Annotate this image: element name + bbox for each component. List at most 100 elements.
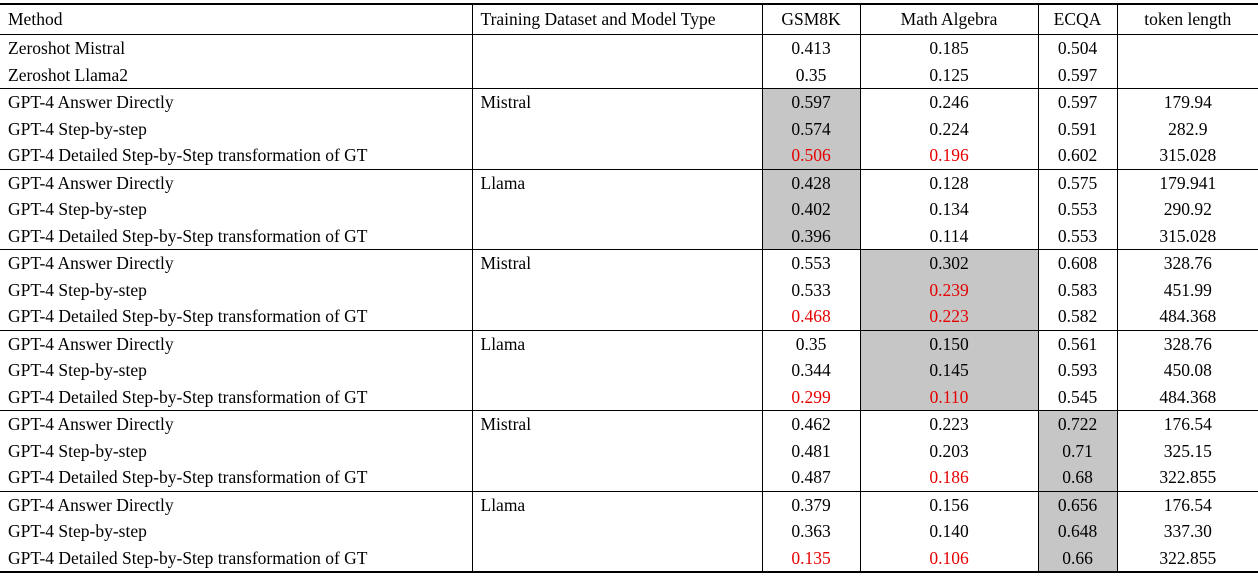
column-header-training-dataset: Training Dataset and Model Type [471,4,762,35]
table-cell: 0.593 [1037,357,1117,384]
table-cell: 328.76 [1116,330,1258,357]
table-cell: 0.185 [859,34,1038,62]
table-cell: Mistral [471,410,762,438]
table-cell: 0.487 [761,464,860,491]
table-cell: 0.602 [1037,142,1117,169]
table-cell: 0.582 [1037,303,1117,330]
table-body: Zeroshot Mistral 0.413 0.185 0.504 Zeroshot … [0,34,1258,572]
table-cell: 0.128 [859,169,1038,196]
table-cell: 0.481 [761,437,860,464]
table-cell: 0.545 [1037,383,1117,411]
table-cell: 322.855 [1116,464,1258,491]
table-cell: 0.396 [761,222,860,250]
table-cell: Mistral [471,249,762,277]
table-cell: GPT-4 Answer Directly [8,414,174,434]
table-cell [471,383,762,411]
table-cell: 0.106 [859,544,1038,572]
table-cell: GPT-4 Answer Directly [8,494,174,515]
table-cell: Zeroshot Mistral [8,38,126,58]
table-cell: Llama [471,491,762,518]
table-cell: GPT-4 Step-by-step [8,440,147,461]
table-cell [471,61,762,89]
table-cell: 0.150 [859,330,1038,357]
table-cell: GPT-4 Detailed Step-by-Step transformati… [8,225,368,246]
table-cell: GPT-4 Step-by-step [8,199,147,219]
table-row: GPT-4 Step-by-step 0.481 0.203 0.71 325.15 [0,437,1258,464]
table-cell: 315.028 [1116,222,1258,250]
table-row: GPT-4 Answer Directly Llama 0.379 0.156 0.65… [0,491,1258,518]
table-cell: 282.9 [1116,115,1258,142]
table-cell: 176.54 [1116,410,1258,438]
table-cell: 0.597 [1037,88,1117,116]
table-cell: 484.368 [1116,383,1258,411]
table-cell: 0.402 [761,196,860,223]
table-cell: 0.156 [859,491,1038,518]
table-cell [1116,34,1258,62]
table-row: Zeroshot Llama2 0.35 0.125 0.597 [0,61,1258,89]
table-cell: 0.66 [1037,544,1117,572]
table-cell [471,196,762,223]
table-cell: GPT-4 Step-by-step [8,279,147,300]
table-cell [471,437,762,464]
table-cell [471,34,762,62]
table-cell: 0.299 [761,383,860,411]
table-cell: 0.223 [859,303,1038,330]
table-row: GPT-4 Detailed Step-by-Step transformati… [0,222,1258,250]
table-cell: GPT-4 Answer Directly [8,92,174,112]
table-cell: 0.553 [761,249,860,277]
table-cell: 290.92 [1116,196,1258,223]
header-row: Method Training Dataset and Model Type G… [0,4,1258,35]
table-cell: 337.30 [1116,518,1258,545]
table-cell: 0.35 [761,330,860,357]
column-header-ecqa: ECQA [1037,4,1117,35]
table-cell: 0.468 [761,303,860,330]
table-cell: 0.722 [1037,410,1117,438]
table-row: GPT-4 Answer Directly Mistral 0.462 0.223 0.… [0,410,1258,438]
table-cell: 179.941 [1116,169,1258,196]
table-cell: 0.597 [1037,61,1117,89]
table-cell: 0.504 [1037,34,1117,62]
table-cell: 0.71 [1037,437,1117,464]
table-cell: GPT-4 Answer Directly [8,333,174,354]
table-cell: 0.553 [1037,222,1117,250]
table-cell: 0.186 [859,464,1038,491]
table-cell: 0.196 [859,142,1038,169]
table-cell: 451.99 [1116,276,1258,303]
table-cell: 0.135 [761,544,860,572]
table-cell: 0.413 [761,34,860,62]
table-cell: 484.368 [1116,303,1258,330]
table-cell: GPT-4 Answer Directly [8,253,174,273]
table-cell [471,357,762,384]
table-row: GPT-4 Detailed Step-by-Step transformati… [0,464,1258,491]
table-cell: 0.583 [1037,276,1117,303]
table-row: GPT-4 Answer Directly Mistral 0.597 0.246 0.… [0,88,1258,116]
table-cell: 0.35 [761,61,860,89]
table-row: GPT-4 Detailed Step-by-Step transformati… [0,383,1258,411]
table-cell [471,115,762,142]
table-cell: 0.223 [859,410,1038,438]
table-row: GPT-4 Step-by-step 0.533 0.239 0.583 451.99 [0,276,1258,303]
table-cell: 0.506 [761,142,860,169]
table-cell: 0.140 [859,518,1038,545]
table-cell: 450.08 [1116,357,1258,384]
table-row: GPT-4 Step-by-step 0.574 0.224 0.591 282.9 [0,115,1258,142]
table-cell [471,303,762,330]
table-cell: GPT-4 Step-by-step [8,118,147,139]
table-cell: GPT-4 Detailed Step-by-Step transformati… [8,467,368,487]
table-cell: 0.575 [1037,169,1117,196]
results-table: Method Training Dataset and Model Type G… [0,3,1258,573]
column-header-method: Method [8,9,63,29]
table-cell: 328.76 [1116,249,1258,277]
table-row: GPT-4 Detailed Step-by-Step transformati… [0,303,1258,330]
table-row: GPT-4 Step-by-step 0.363 0.140 0.648 337.30 [0,518,1258,545]
table-row: GPT-4 Detailed Step-by-Step transformati… [0,142,1258,169]
table-cell: 322.855 [1116,544,1258,572]
table-cell: 0.224 [859,115,1038,142]
table-cell: 0.428 [761,169,860,196]
table-row: GPT-4 Step-by-step 0.402 0.134 0.553 290.92 [0,196,1258,223]
table-row: GPT-4 Answer Directly Llama 0.428 0.128 0.57… [0,169,1258,196]
table-cell: 0.379 [761,491,860,518]
table-cell [471,276,762,303]
table-cell: 0.656 [1037,491,1117,518]
table-row: GPT-4 Answer Directly Mistral 0.553 0.302 0.… [0,249,1258,277]
